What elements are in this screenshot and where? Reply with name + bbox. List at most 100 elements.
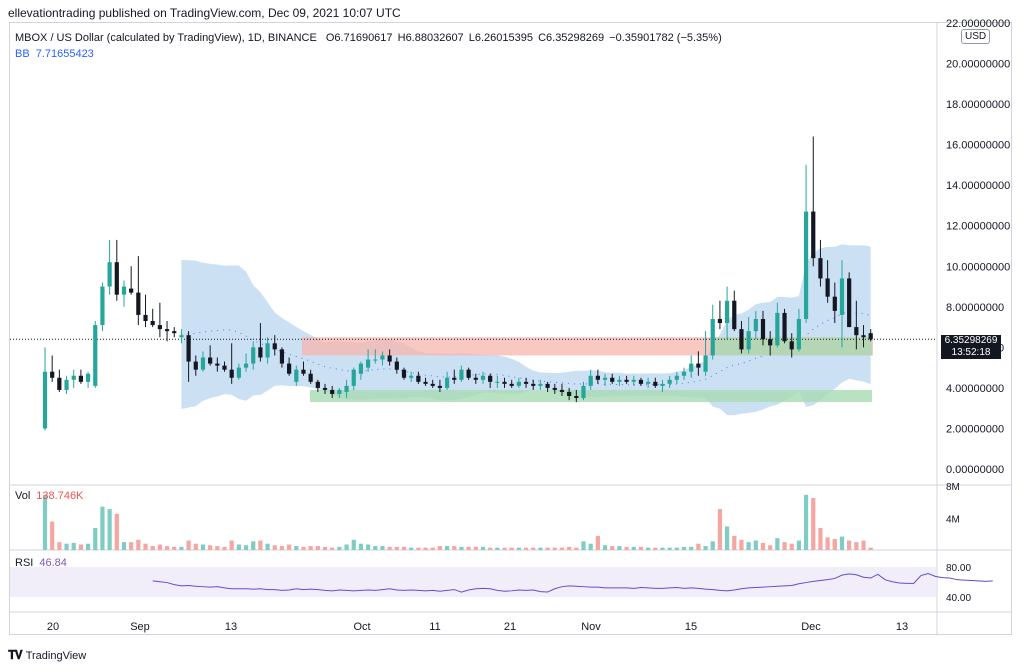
time-tick-label: Nov [581,621,601,633]
volume-tick-label: 8M [946,482,960,493]
volume-bar [179,546,184,550]
low-label: L [468,32,475,44]
candle [423,377,428,386]
candle [301,361,306,376]
price-tick-label: 2.00000000 [946,423,1004,435]
candle [674,371,679,384]
candle [380,351,385,366]
volume-bar [409,547,414,550]
volume-bar [638,546,644,550]
volume-bar [509,547,514,550]
bb-legend[interactable]: BB 7.71655423 [15,48,94,60]
volume-bar [322,546,328,550]
candle-body [430,383,435,386]
volume-bar [71,542,76,550]
candle [753,310,758,340]
rsi-label[interactable]: RSI [15,557,34,569]
volume-bar [430,547,435,550]
candle [545,381,550,392]
candle [229,343,234,384]
bb-value: 7.71655423 [35,48,94,60]
symbol-name[interactable]: MBOX / US Dollar (calculated by TradingV… [15,32,317,44]
volume-bar [839,536,845,550]
volume-bar [768,545,773,550]
candle-body [164,329,170,332]
candle [495,375,500,388]
volume-bar [337,546,342,550]
time-tick-label: Sep [130,621,150,633]
candle-body [114,262,119,295]
candle-body [646,381,651,384]
volume-tick-label: 4M [946,515,960,526]
bollinger-basis [181,311,871,386]
volume-bar [193,543,198,550]
candle [164,321,170,342]
candle-body [653,381,658,386]
volume-bar [531,547,536,550]
candle-body [638,379,644,384]
volume-bar [387,546,392,550]
candle-body [473,377,478,380]
volume-bar [172,546,177,550]
bb-label[interactable]: BB [15,48,30,60]
rsi-legend[interactable]: RSI 46.84 [15,557,67,569]
candle-body [179,335,184,338]
candle-body [868,333,873,340]
candle [631,375,636,386]
candle [208,345,213,366]
candle-body [660,383,665,386]
candle-body [839,278,845,315]
candle [322,383,328,394]
high-value: 6.88032607 [405,32,464,44]
candle-body [732,300,737,330]
bar-countdown: 13:52:18 [951,347,991,358]
candle-body [559,389,565,392]
candle-body [222,365,227,370]
candle [531,379,536,390]
candle [157,302,162,338]
candle [294,365,299,386]
volume-legend[interactable]: Vol 138.746K [15,490,83,502]
volume-label[interactable]: Vol [15,490,31,502]
candle-body [380,355,385,360]
volume-bar [423,547,428,550]
volume-bar [243,545,249,550]
candle [150,308,155,328]
candle [861,325,866,348]
candle-body [710,318,715,356]
candle [172,327,177,338]
time-tick-label: 11 [429,621,440,633]
volume-bar [330,547,335,550]
volume-bar [200,544,206,550]
candle [646,377,651,388]
volume-bar [610,546,615,550]
candle [287,357,292,376]
currency-button[interactable]: USD [961,29,991,44]
candle-body [150,321,155,326]
volume-bar [459,546,464,550]
open-label: O [325,32,335,44]
volume-bar [868,547,873,550]
candle [358,361,364,380]
volume-bar [495,547,500,550]
footer-brand[interactable]: 𝐓𝐕 TradingView [8,648,86,663]
close-value: 6.35298269 [546,32,605,44]
candle-body [322,387,328,390]
candle-body [337,389,342,394]
chart-frame [9,22,1012,635]
volume-bar [567,546,572,550]
volume-bar [559,547,565,550]
candle [64,375,69,394]
candle [581,381,586,401]
volume-bar [739,539,744,550]
volume-bar [523,547,529,550]
time-tick-label: Oct [353,621,370,633]
candle [717,300,723,330]
candle [437,379,442,392]
candle [588,369,593,390]
candle-body [78,375,83,382]
candle [854,300,859,350]
volume-bar [437,546,442,550]
volume-bar [208,545,213,550]
